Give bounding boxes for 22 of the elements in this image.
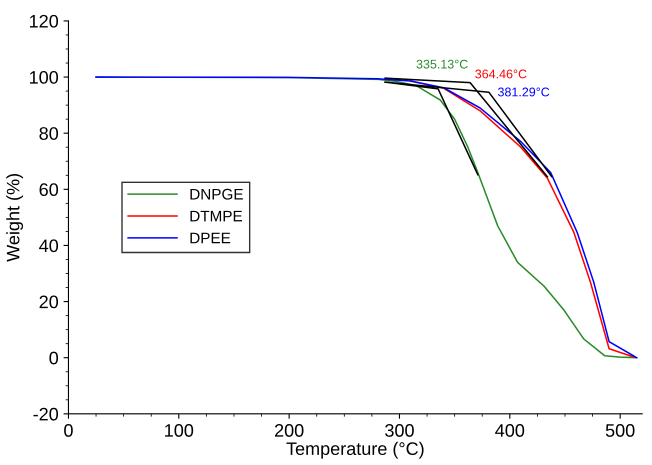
y-tick-label: 120: [30, 14, 58, 28]
y-tick-label: 20: [40, 296, 58, 308]
x-tick-label: 500: [606, 424, 635, 437]
x-tick-label: 0: [64, 424, 73, 437]
annotation: 335.13°C: [416, 60, 468, 69]
y-tick-label: 0: [49, 352, 58, 364]
x-tick-label: 400: [495, 424, 524, 437]
y-tick-label: -20: [33, 408, 58, 421]
y-tick-label: 40: [39, 239, 58, 252]
x-axis-title: Temperature (°C): [286, 442, 424, 459]
annotation: 381.29°C: [498, 88, 550, 96]
x-tick-label: 300: [385, 424, 414, 437]
y-axis-title: Weight (%): [6, 174, 24, 262]
legend-label: DNPGE: [190, 188, 243, 200]
x-tick-label: 200: [274, 424, 304, 437]
y-tick-label: 80: [39, 127, 58, 140]
legend-label: DPEE: [190, 232, 230, 244]
y-tick-label: 100: [30, 70, 58, 84]
annotation: 364.46°C: [475, 70, 527, 78]
y-tick-label: 60: [40, 183, 58, 196]
legend-label: DTMPE: [190, 210, 242, 222]
x-tick-label: 100: [165, 424, 194, 437]
